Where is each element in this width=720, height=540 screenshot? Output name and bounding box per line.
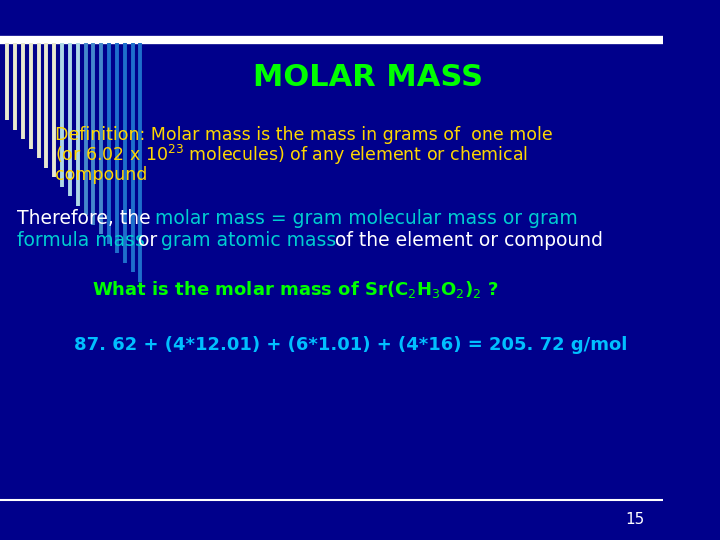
Text: 87. 62 + (4*12.01) + (6*1.01) + (4*16) = 205. 72 g/mol: 87. 62 + (4*12.01) + (6*1.01) + (4*16) =… — [73, 336, 627, 354]
Text: compound: compound — [55, 166, 148, 184]
Text: gram atomic mass: gram atomic mass — [161, 231, 336, 249]
Text: formula mass: formula mass — [17, 231, 145, 249]
Text: 15: 15 — [625, 512, 644, 528]
Text: of the element or compound: of the element or compound — [330, 231, 603, 249]
Text: What is the molar mass of Sr(C$_2$H$_3$O$_2$)$_2$ ?: What is the molar mass of Sr(C$_2$H$_3$O… — [92, 280, 498, 300]
Text: or: or — [132, 231, 163, 249]
Text: Definition: Molar mass is the mass in grams of  one mole: Definition: Molar mass is the mass in gr… — [55, 126, 553, 144]
Text: molar mass = gram molecular mass or gram: molar mass = gram molecular mass or gram — [155, 208, 577, 227]
Text: Therefore, the: Therefore, the — [17, 208, 156, 227]
Text: (or 6.02 x 10$^{23}$ molecules) of any element or chemical: (or 6.02 x 10$^{23}$ molecules) of any e… — [55, 143, 528, 167]
Text: MOLAR MASS: MOLAR MASS — [253, 64, 483, 92]
